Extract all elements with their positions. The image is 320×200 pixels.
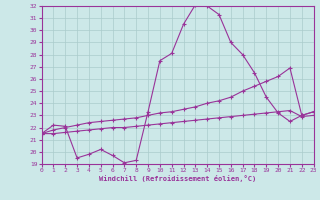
X-axis label: Windchill (Refroidissement éolien,°C): Windchill (Refroidissement éolien,°C) bbox=[99, 175, 256, 182]
